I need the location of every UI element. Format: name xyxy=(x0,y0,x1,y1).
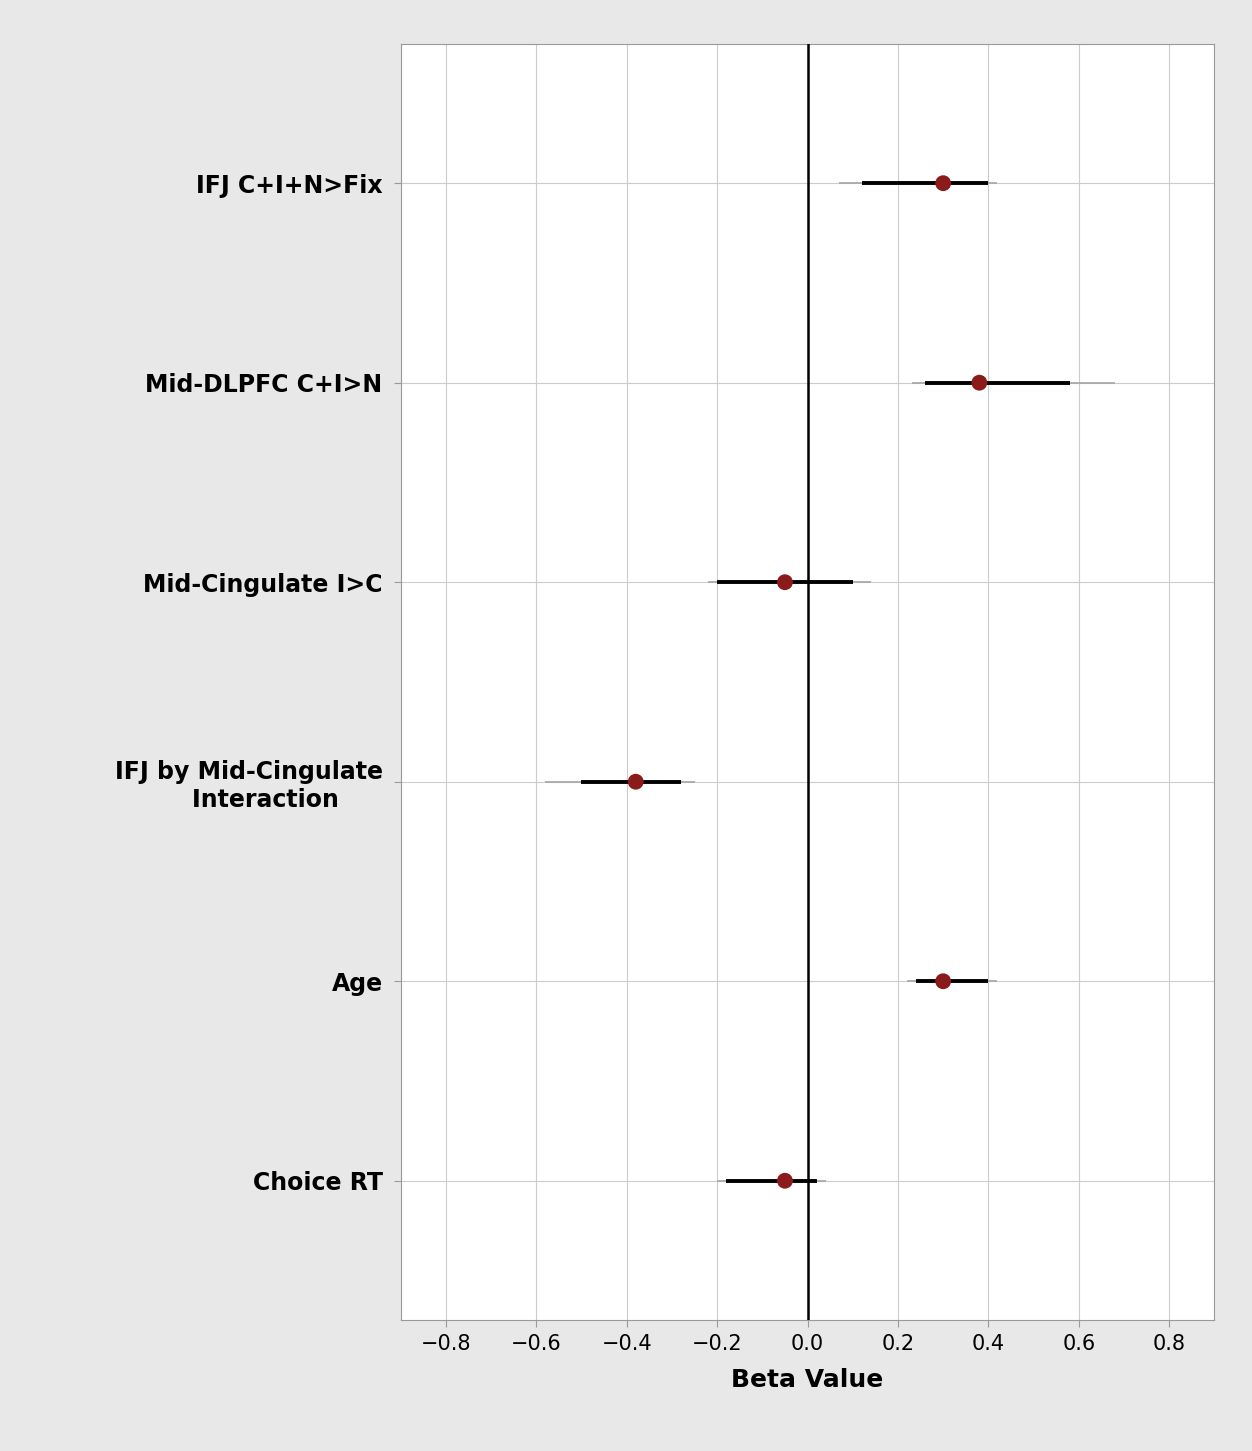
Point xyxy=(775,1170,795,1193)
Point xyxy=(626,770,646,794)
Point xyxy=(775,570,795,593)
Point xyxy=(933,171,953,194)
Point xyxy=(933,969,953,992)
X-axis label: Beta Value: Beta Value xyxy=(731,1368,884,1392)
Point xyxy=(969,371,989,395)
